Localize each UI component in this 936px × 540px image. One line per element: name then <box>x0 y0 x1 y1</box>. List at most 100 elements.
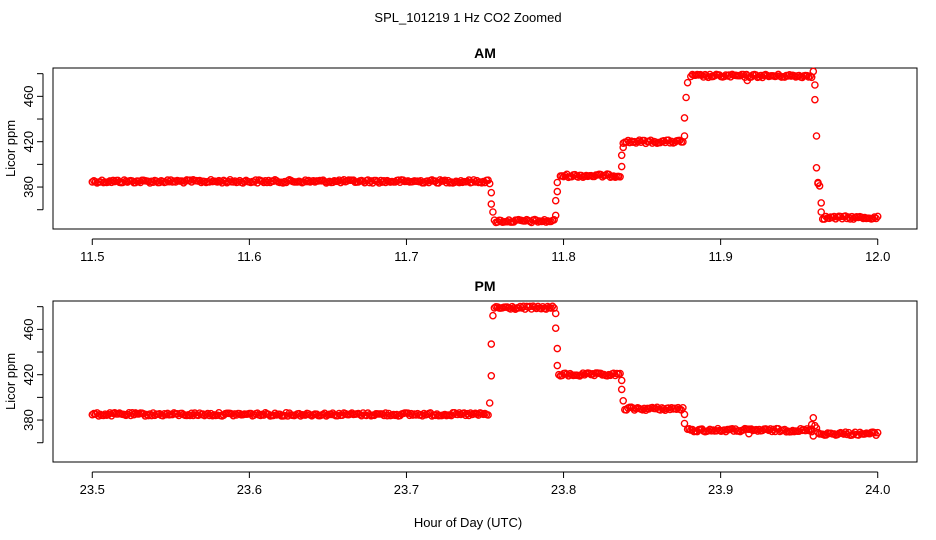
data-point <box>812 424 821 432</box>
am-y-axis-label: Licor ppm <box>3 120 18 177</box>
data-point <box>617 385 626 394</box>
data-point <box>271 409 279 418</box>
data-point <box>635 136 644 144</box>
data-point <box>619 396 628 405</box>
pm-panel-title: PM <box>475 278 496 294</box>
data-point <box>679 403 687 412</box>
data-point <box>551 196 560 205</box>
x-tick-label: 23.8 <box>551 482 576 497</box>
pm-y-axis-label: Licor ppm <box>3 353 18 410</box>
data-point <box>109 176 117 185</box>
data-point <box>130 410 138 419</box>
x-tick-label: 23.9 <box>708 482 733 497</box>
data-point <box>682 93 690 102</box>
data-point <box>577 370 586 379</box>
x-tick-label: 24.0 <box>865 482 890 497</box>
data-point <box>680 114 689 122</box>
data-point <box>817 199 826 207</box>
y-tick-label: 380 <box>21 176 36 198</box>
y-tick-label: 380 <box>21 409 36 431</box>
data-point <box>698 71 706 79</box>
x-tick-label: 23.7 <box>394 482 419 497</box>
data-point <box>551 309 560 318</box>
data-point <box>873 428 882 437</box>
pm-plot-frame <box>52 300 918 463</box>
data-point <box>455 409 464 417</box>
data-point <box>815 182 824 190</box>
x-axis-label: Hour of Day (UTC) <box>414 515 522 530</box>
data-point <box>487 200 496 208</box>
x-tick-label: 23.5 <box>80 482 105 497</box>
data-point <box>553 178 562 187</box>
data-point <box>548 302 557 311</box>
data-point <box>551 211 560 220</box>
data-point <box>785 71 794 79</box>
data-point <box>872 214 880 223</box>
data-point <box>616 369 624 378</box>
data-point <box>616 172 624 181</box>
data-point <box>803 71 811 80</box>
data-point <box>328 178 337 187</box>
data-point <box>553 344 562 353</box>
data-point <box>817 208 826 216</box>
data-point <box>487 371 496 380</box>
x-tick-label: 11.5 <box>80 249 104 264</box>
pm-data-series <box>88 302 882 440</box>
data-point <box>551 324 560 333</box>
am-plot-frame <box>52 67 918 230</box>
data-point <box>812 163 821 172</box>
data-point <box>553 187 562 196</box>
data-point <box>659 136 668 145</box>
data-point <box>666 138 674 147</box>
x-tick-label: 11.7 <box>394 249 418 264</box>
data-point <box>617 151 626 160</box>
data-point <box>811 81 819 89</box>
data-point <box>485 399 494 407</box>
data-point <box>107 178 116 187</box>
data-point <box>849 430 858 438</box>
figure-title: SPL_101219 1 Hz CO2 Zoomed <box>374 10 561 25</box>
y-tick-label: 420 <box>21 364 36 386</box>
data-point <box>870 213 879 221</box>
data-point <box>755 73 764 81</box>
data-point <box>619 143 628 152</box>
am-panel-title: AM <box>474 45 496 61</box>
y-tick-label: 460 <box>21 318 36 340</box>
x-tick-label: 12.0 <box>865 249 890 264</box>
data-point <box>809 432 818 440</box>
data-point <box>680 419 689 428</box>
x-tick-label: 11.9 <box>708 249 732 264</box>
data-point <box>550 215 558 224</box>
data-point <box>487 340 496 348</box>
pm-x-axis: 23.5 23.6 23.7 23.8 23.9 24.0 <box>80 471 890 497</box>
pm-panel: PM 23.5 23.6 23.7 23.8 23.9 24.0 380 420 460Licor… <box>3 278 918 497</box>
data-point <box>485 179 494 188</box>
x-tick-label: 11.6 <box>237 249 261 264</box>
data-point <box>489 208 497 216</box>
data-point <box>680 410 689 419</box>
data-point <box>547 304 555 312</box>
data-point <box>683 78 692 87</box>
data-point <box>812 132 821 140</box>
data-point <box>484 411 492 419</box>
data-point <box>537 304 546 313</box>
data-point <box>873 212 882 221</box>
data-point <box>809 413 818 422</box>
data-point <box>811 95 819 104</box>
data-point <box>489 311 497 320</box>
data-point <box>680 132 689 140</box>
data-point <box>487 188 496 197</box>
am-panel: AM 11.5 11.6 11.7 11.8 11.9 12.0 380 420 460Licor… <box>3 45 918 264</box>
data-point <box>553 361 562 370</box>
y-tick-label: 460 <box>21 85 36 107</box>
am-data-series <box>88 67 882 227</box>
x-tick-label: 23.6 <box>237 482 262 497</box>
data-point <box>745 429 753 438</box>
data-point <box>99 411 108 420</box>
x-tick-label: 11.8 <box>551 249 575 264</box>
y-tick-label: 420 <box>21 131 36 153</box>
data-point <box>769 425 778 434</box>
